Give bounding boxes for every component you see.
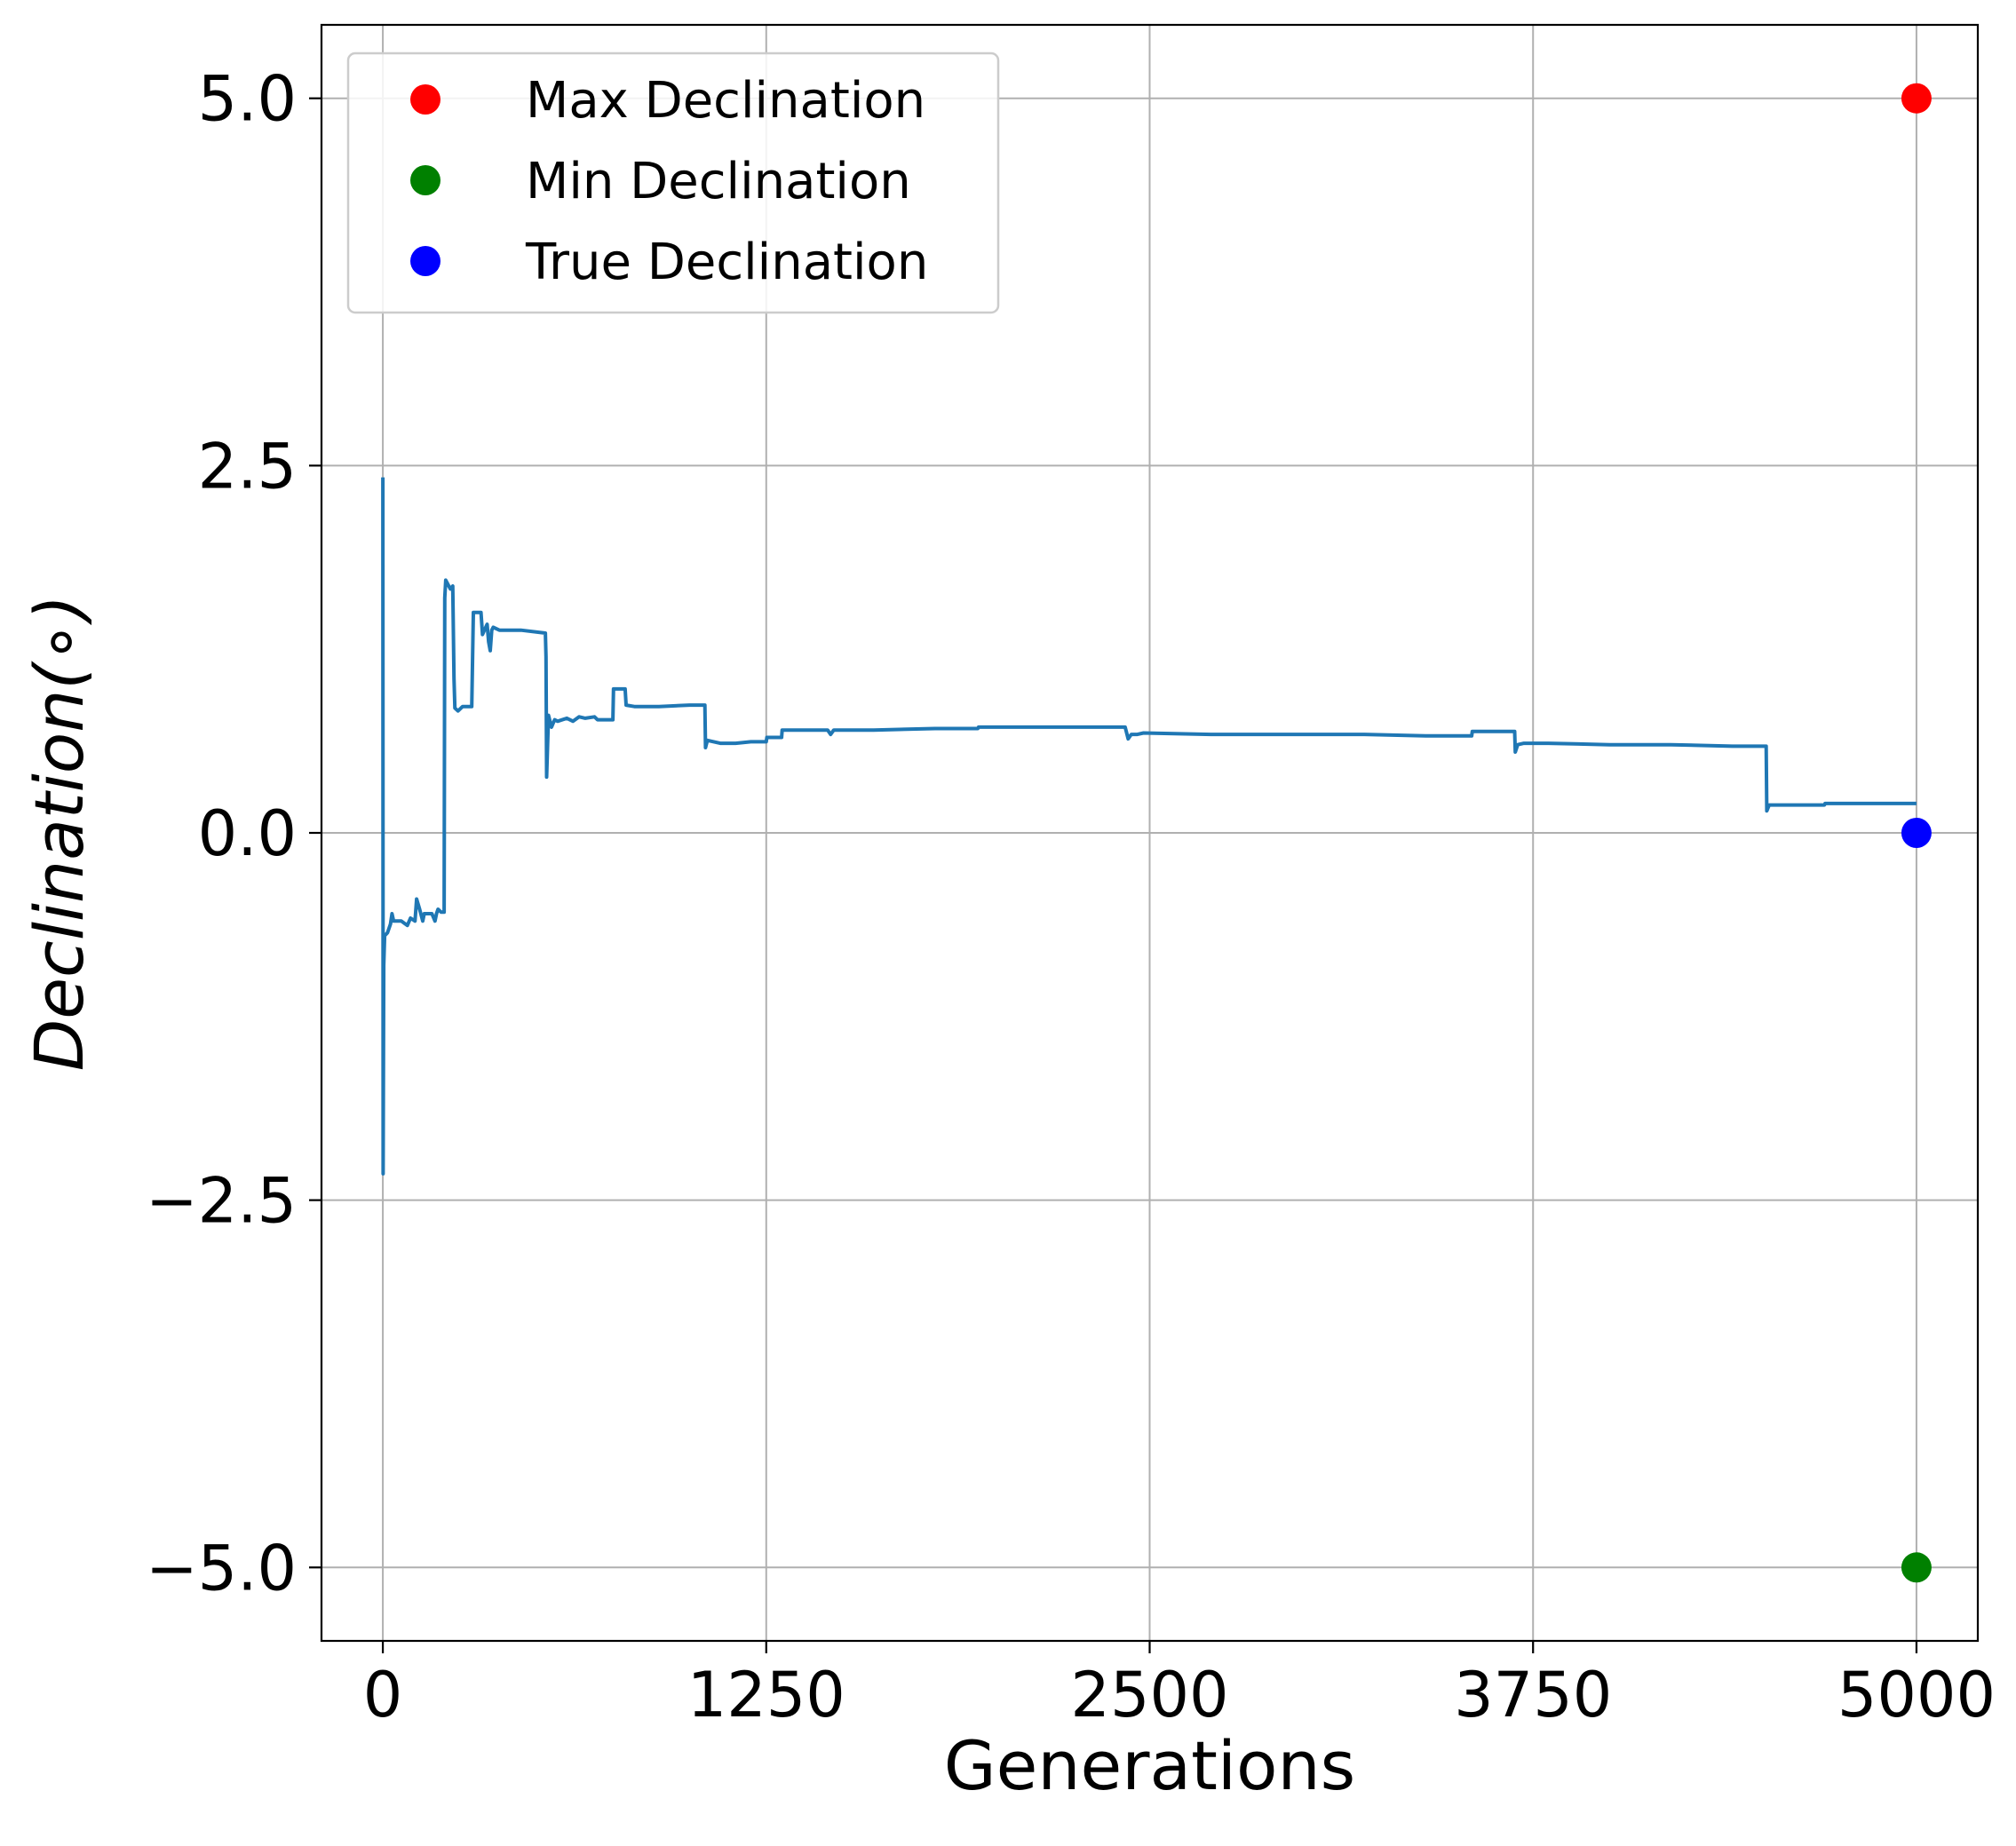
x-tick-label: 2500 — [1070, 1659, 1228, 1731]
x-tick-label: 5000 — [1837, 1659, 1996, 1731]
x-tick-label: 3750 — [1454, 1659, 1612, 1731]
x-axis-label: Generations — [944, 1726, 1356, 1805]
legend-marker — [410, 246, 441, 276]
legend-label: Min Declination — [526, 153, 911, 210]
y-axis-label: Declination(∘) — [20, 595, 99, 1072]
x-tick-label: 0 — [363, 1659, 403, 1731]
legend-box — [346, 51, 1000, 314]
series-layer — [381, 83, 1932, 1583]
series-line — [381, 477, 1917, 1176]
legend-marker — [410, 165, 441, 195]
legend-marker — [410, 84, 441, 115]
ticks: 0 1250 2500 3750 5000 5.0 2.5 0.0 −2.5 −5.0 — [146, 63, 1996, 1731]
y-tick-label: −5.0 — [146, 1532, 297, 1604]
legend-label: Max Declination — [526, 72, 925, 130]
y-tick-label: −2.5 — [146, 1165, 297, 1238]
y-tick-label: 5.0 — [198, 63, 297, 136]
max-declination-marker — [1901, 83, 1932, 114]
true-declination-marker — [1901, 818, 1932, 848]
min-declination-marker — [1901, 1552, 1932, 1583]
legend: Max Declination Min Declination True Decli… — [346, 51, 1000, 314]
x-tick-label: 1250 — [687, 1659, 845, 1731]
y-tick-label: 2.5 — [198, 430, 297, 503]
legend-label: True Declination — [525, 234, 928, 291]
y-tick-label: 0.0 — [198, 797, 297, 870]
